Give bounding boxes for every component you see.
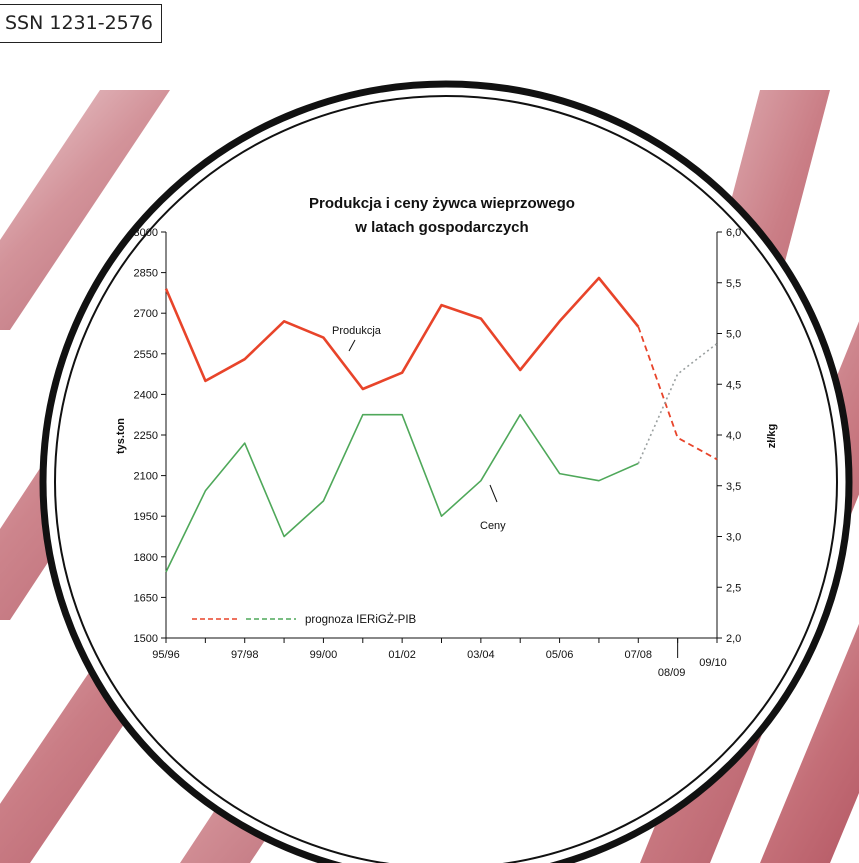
x-tick-label: 97/98 [231,649,259,661]
forecast-line-ceny [637,342,718,464]
y-tick-label: 2100 [134,471,158,483]
x-tick-label: 09/10 [699,657,727,669]
annotation-produkcja-arrow [348,339,356,352]
annotation-produkcja: Produkcja [332,325,382,337]
annotation-ceny: Ceny [480,520,506,532]
y-tick-label: 2850 [134,268,158,280]
chart-title: Produkcja i ceny żywca wieprzowego [309,195,575,212]
y-tick-label: 2550 [134,349,158,361]
y2-tick-label: 3,0 [726,532,741,544]
chart-subtitle: w latach gospodarczych [354,219,528,236]
y-tick-label: 1500 [134,633,158,645]
y2-tick-label: 3,5 [726,481,741,493]
y2-tick-label: 6,0 [726,227,741,239]
x-tick-label: 95/96 [152,649,180,661]
y-tick-label: 2400 [134,389,158,401]
x-tick-label: 03/04 [467,649,495,661]
series-line-ceny [165,413,639,573]
y-tick-label: 2250 [134,430,158,442]
series-line-produkcja [164,276,640,391]
chart-series [164,276,718,573]
legend: prognoza IERiGŻ-PIB [192,613,417,626]
legend-label: prognoza IERiGŻ-PIB [305,613,417,626]
x-tick-label: 05/06 [546,649,574,661]
y-tick-label: 1800 [134,552,158,564]
y2-tick-label: 4,0 [726,430,741,442]
y2-tick-label: 5,5 [726,278,741,290]
y-tick-label: 3000 [134,227,158,239]
issn-label: SSN 1231-2576 [0,4,162,43]
y2-tick-label: 2,5 [726,582,741,594]
y-tick-label: 1950 [134,511,158,523]
x-tick-label: 01/02 [388,649,416,661]
x-tick-label: 07/08 [625,649,653,661]
y-axis-label: tys.ton [115,418,127,454]
x-tick-label: 08/09 [658,667,686,679]
forecast-line-produkcja [637,326,718,461]
y2-tick-label: 5,0 [726,329,741,341]
y2-axis-label: zł/kg [766,424,778,448]
chart-axes: 3000 2850 2700 2550 2400 2250 2100 1950 1800 1650… [134,227,742,679]
y-tick-label: 2700 [134,308,158,320]
y-tick-label: 1650 [134,592,158,604]
y2-tick-label: 2,0 [726,633,741,645]
y2-tick-label: 4,5 [726,379,741,391]
annotation-ceny-arrow [489,484,498,503]
x-tick-label: 99/00 [310,649,338,661]
